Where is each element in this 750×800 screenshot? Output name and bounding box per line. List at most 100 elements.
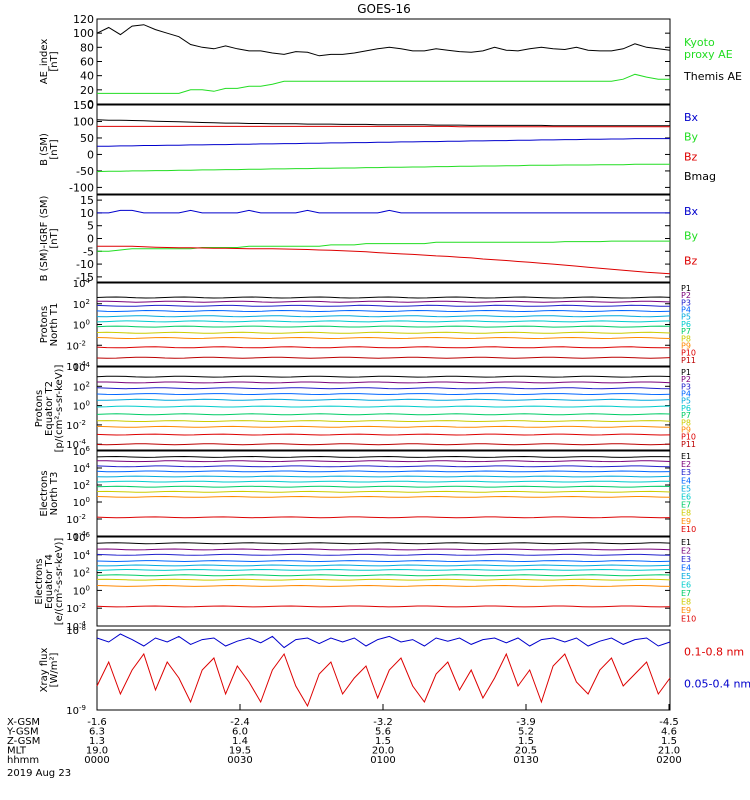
legend-label: P10 bbox=[681, 349, 696, 358]
ephemeris-row-label: hhmm bbox=[7, 755, 39, 766]
channel-line bbox=[96, 485, 671, 488]
channel-line bbox=[96, 420, 671, 423]
ephemeris-value: -4.5 bbox=[659, 717, 679, 728]
ephemeris-value: 6.0 bbox=[232, 727, 248, 738]
y-tick-label: 20 bbox=[80, 84, 94, 97]
y-axis-label: B (SM) bbox=[39, 133, 50, 166]
y-tick-label: 10-2 bbox=[66, 339, 86, 352]
channel-line bbox=[96, 375, 671, 378]
ephemeris-value: 1.5 bbox=[661, 736, 677, 747]
ephemeris-row-label: MLT bbox=[7, 746, 27, 757]
y-axis-label: Equator T2 bbox=[44, 381, 55, 436]
legend-label: E10 bbox=[681, 615, 696, 624]
legend-label: E2 bbox=[681, 547, 691, 556]
series-line bbox=[97, 240, 670, 252]
ephemeris-row-label: Z-GSM bbox=[7, 736, 40, 747]
y-tick-label: 102 bbox=[73, 479, 90, 492]
legend-label: P7 bbox=[681, 327, 691, 336]
y-axis-label: AE_index bbox=[39, 39, 50, 85]
series-line bbox=[97, 73, 670, 94]
y-axis-label: Xray flux bbox=[39, 648, 50, 693]
y-axis-label: North T3 bbox=[49, 472, 60, 516]
channel-line bbox=[96, 315, 671, 318]
legend-label: P3 bbox=[681, 298, 691, 307]
panel-frame bbox=[96, 366, 671, 451]
legend-label: P8 bbox=[681, 334, 691, 343]
y-axis-label: [nT] bbox=[49, 139, 60, 159]
y-tick-label: 60 bbox=[80, 56, 94, 69]
channel-line bbox=[96, 296, 671, 299]
y-tick-label: -100 bbox=[69, 181, 94, 194]
channel-line bbox=[96, 309, 671, 313]
legend-label: E3 bbox=[681, 468, 691, 477]
legend-label: P11 bbox=[681, 356, 696, 365]
legend-label: P7 bbox=[681, 411, 691, 420]
channel-line bbox=[96, 495, 671, 498]
legend-label: 0.1-0.8 nm bbox=[684, 646, 744, 659]
channel-line bbox=[96, 425, 671, 428]
legend-label: E1 bbox=[681, 538, 691, 547]
legend-label: Bx bbox=[684, 205, 699, 218]
y-tick-label: 10 bbox=[80, 207, 94, 220]
y-tick-label: 106 bbox=[73, 531, 91, 544]
panel-frame bbox=[96, 194, 671, 283]
channel-line bbox=[97, 381, 671, 384]
channel-line bbox=[96, 405, 671, 408]
legend-label: E9 bbox=[681, 517, 691, 526]
y-axis-label: Equator T4 bbox=[44, 554, 55, 609]
channel-line bbox=[96, 304, 671, 307]
series-line bbox=[97, 138, 670, 147]
y-axis-label: [nT] bbox=[49, 51, 60, 71]
legend-label: Themis AE bbox=[683, 70, 742, 83]
legend-label: E5 bbox=[681, 484, 691, 493]
legend-label: E8 bbox=[681, 598, 691, 607]
legend-label: P4 bbox=[681, 390, 691, 399]
series-line bbox=[97, 245, 671, 275]
y-tick-label: 10-2 bbox=[66, 602, 86, 615]
y-tick-label: 104 bbox=[73, 462, 91, 475]
channel-line bbox=[96, 387, 671, 390]
y-tick-label: 5 bbox=[87, 220, 94, 233]
channel-line bbox=[96, 560, 671, 563]
channel-line bbox=[96, 568, 671, 571]
legend-label: E2 bbox=[681, 460, 691, 469]
y-axis-label: [W/m²] bbox=[49, 652, 60, 687]
legend-label: Bz bbox=[684, 255, 698, 268]
legend-label: 0.05-0.4 nm bbox=[684, 678, 750, 691]
y-axis-label: Electrons bbox=[39, 470, 50, 516]
ephemeris-value: 1.3 bbox=[89, 736, 105, 747]
y-tick-label: 102 bbox=[73, 567, 90, 580]
ephemeris-value: -3.2 bbox=[373, 717, 393, 728]
y-axis-label: [nT] bbox=[49, 228, 60, 248]
legend-label: P9 bbox=[681, 425, 691, 434]
legend-label: Bz bbox=[684, 150, 698, 163]
ephemeris-value: 6.3 bbox=[89, 727, 105, 738]
channel-line bbox=[96, 542, 671, 545]
panel-frame bbox=[96, 18, 671, 105]
y-tick-label: 104 bbox=[73, 549, 91, 562]
panel-8: 10-9 10-8 Xray flux [W/m²] 0.1-0.8 nm 0.05-0.… bbox=[39, 624, 750, 717]
legend-label: By bbox=[684, 131, 699, 144]
date-label: 2019 Aug 23 bbox=[7, 768, 71, 779]
y-tick-label: -50 bbox=[76, 165, 94, 178]
channel-line bbox=[96, 325, 671, 328]
y-tick-label: 102 bbox=[73, 380, 90, 393]
y-axis-label: B (SM)-IGRF (SM) bbox=[39, 196, 50, 282]
panel-2: -100 -50 0 50 100 150 B (SM) [nT] Bx By Bz Bmag bbox=[39, 99, 716, 195]
y-tick-label: 150 bbox=[73, 99, 94, 112]
channel-line bbox=[97, 460, 671, 463]
panel-frame bbox=[96, 536, 671, 627]
y-tick-label: 80 bbox=[80, 41, 94, 54]
y-tick-label: 100 bbox=[73, 115, 94, 128]
y-tick-label: 10-8 bbox=[66, 624, 86, 637]
ephemeris-value: 4.6 bbox=[661, 727, 677, 738]
legend-label: P11 bbox=[681, 440, 696, 449]
legend-label: E10 bbox=[681, 525, 696, 534]
legend-label: P1 bbox=[681, 368, 691, 377]
